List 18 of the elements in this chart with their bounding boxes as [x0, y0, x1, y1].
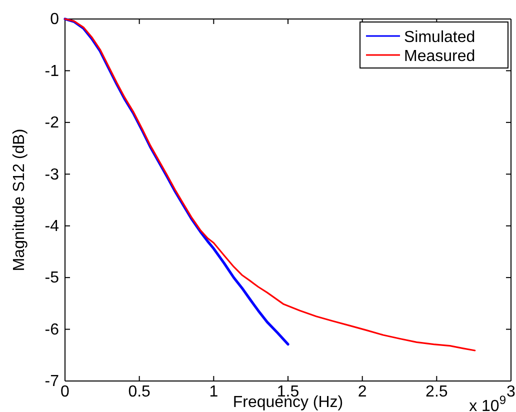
y-tick-label: -5 — [44, 270, 60, 287]
y-axis-title: Magnitude S12 (dB) — [11, 128, 28, 272]
x-tick-label: 1 — [209, 383, 218, 400]
y-tick-label: -7 — [44, 373, 60, 390]
y-tick-label: -6 — [44, 321, 60, 338]
y-tick-label: -4 — [44, 218, 60, 235]
line-series — [64, 18, 476, 352]
y-tick-label: -3 — [44, 166, 60, 184]
y-tick-label: 0 — [50, 11, 60, 28]
x-tick-label: 3 — [506, 383, 516, 400]
y-tick-label: -1 — [44, 62, 60, 80]
x-tick-label: 0.5 — [128, 383, 151, 400]
text: x 10$^{9}$ — [469, 393, 506, 412]
x-tick-label: 2.5 — [426, 383, 448, 400]
y-tick-label: -2 — [44, 114, 60, 132]
x-tick-label: 2 — [358, 383, 367, 400]
legend-label: Measured — [404, 48, 476, 65]
legend-label: Simulated — [404, 29, 476, 46]
